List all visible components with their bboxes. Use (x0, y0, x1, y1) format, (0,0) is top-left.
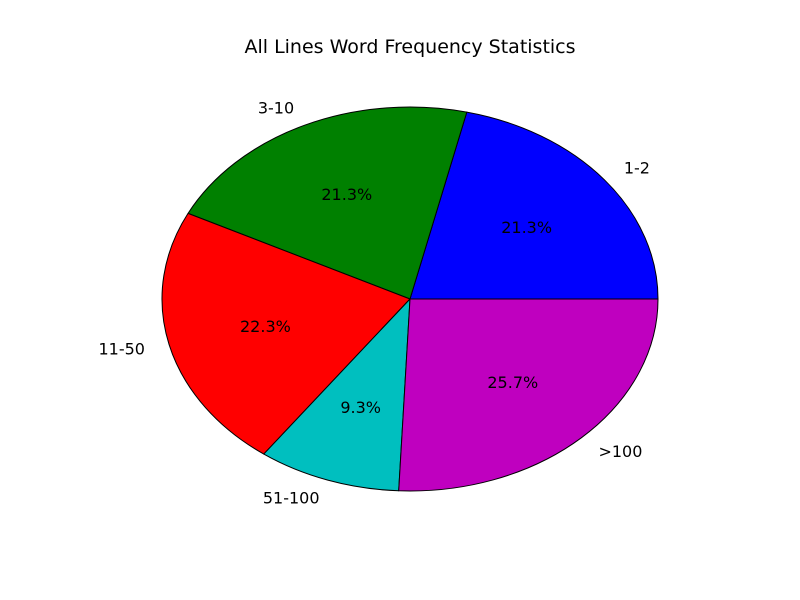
category-label-4: 51-100 (263, 489, 320, 508)
percent-labels: 21.3% 21.3% 22.3% 9.3% 25.7% (240, 185, 552, 417)
pie-slice-1 (409, 111, 659, 300)
category-label-1: 1-2 (624, 158, 650, 177)
category-label-5: >100 (598, 442, 642, 461)
percent-label-5: 25.7% (487, 373, 538, 392)
category-label-2: 3-10 (258, 98, 294, 117)
chart-title: All Lines Word Frequency Statistics (244, 36, 575, 58)
percent-label-2: 21.3% (321, 185, 372, 204)
category-label-3: 11-50 (98, 339, 145, 358)
pie-slice-3 (161, 212, 411, 455)
pie-slice-2 (187, 106, 468, 300)
percent-label-1: 21.3% (501, 218, 552, 237)
pie-slice-4 (263, 298, 411, 492)
pie-slices (161, 106, 659, 492)
percent-label-4: 9.3% (340, 398, 381, 417)
pie-slice-5 (398, 298, 659, 492)
percent-label-3: 22.3% (240, 317, 291, 336)
category-labels: 1-2 3-10 11-50 51-100 >100 (98, 98, 650, 507)
